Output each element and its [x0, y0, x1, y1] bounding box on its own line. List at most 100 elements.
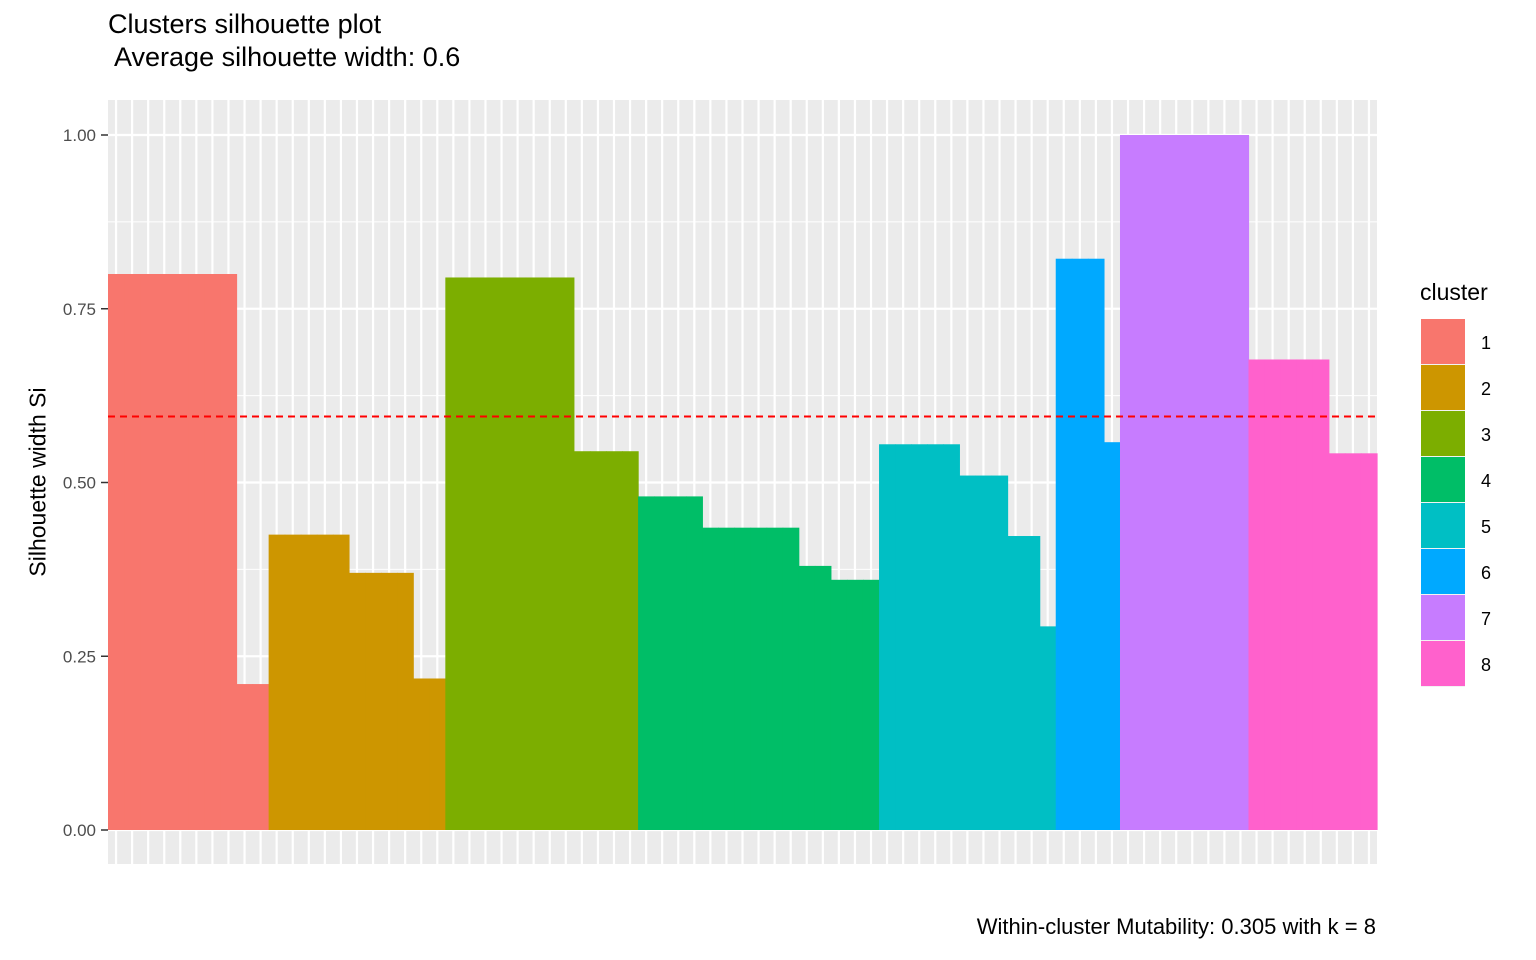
bar-cluster-5	[927, 444, 944, 830]
bar-cluster-3	[541, 277, 559, 831]
bar-cluster-7	[1119, 135, 1137, 830]
bar-cluster-1	[172, 274, 189, 830]
bar-cluster-2	[365, 572, 382, 830]
y-tick-label: 0.25	[63, 647, 96, 666]
bar-cluster-5	[959, 475, 977, 830]
bar-cluster-5	[1023, 536, 1041, 830]
bar-cluster-8	[1280, 359, 1298, 830]
bar-cluster-3	[445, 277, 462, 831]
legend-swatch-8	[1421, 641, 1465, 686]
bar-cluster-2	[429, 678, 446, 830]
bar-cluster-5	[911, 444, 928, 830]
bar-cluster-5	[1039, 626, 1057, 830]
bar-cluster-3	[461, 277, 479, 831]
bar-cluster-8	[1344, 453, 1362, 830]
legend-title: cluster	[1420, 279, 1488, 305]
bar-cluster-4	[814, 565, 832, 830]
bar-cluster-1	[204, 274, 222, 830]
bar-cluster-8	[1296, 359, 1314, 830]
bar-cluster-3	[477, 277, 495, 831]
bar-cluster-7	[1152, 135, 1169, 830]
bar-cluster-2	[348, 572, 366, 830]
bar-cluster-7	[1216, 135, 1234, 830]
bar-cluster-4	[830, 579, 848, 830]
bar-cluster-5	[879, 444, 896, 830]
bar-cluster-5	[975, 475, 993, 830]
chart-title: Clusters silhouette plot Average silhoue…	[108, 8, 460, 74]
bar-cluster-7	[1200, 135, 1217, 830]
bar-cluster-5	[991, 475, 1009, 830]
bar-cluster-3	[509, 277, 527, 831]
bar-cluster-4	[750, 527, 768, 830]
legend-swatch-3	[1421, 411, 1465, 456]
bar-cluster-3	[557, 277, 575, 831]
legend-label-3: 3	[1481, 425, 1491, 445]
bar-cluster-2	[300, 534, 318, 830]
chart-title-main: Clusters silhouette plot	[108, 9, 382, 39]
bar-cluster-5	[943, 444, 960, 830]
bar-cluster-3	[622, 451, 639, 830]
bar-cluster-5	[895, 444, 912, 830]
legend-label-7: 7	[1481, 609, 1491, 629]
legend-label-8: 8	[1481, 655, 1491, 675]
bar-cluster-6	[1087, 258, 1105, 831]
bar-cluster-4	[798, 565, 816, 830]
bar-cluster-8	[1360, 453, 1378, 830]
bar-cluster-4	[638, 496, 655, 830]
bar-cluster-3	[493, 277, 511, 831]
bar-cluster-2	[284, 534, 302, 830]
bar-cluster-5	[1007, 536, 1025, 830]
bar-cluster-4	[734, 527, 752, 830]
bar-cluster-2	[316, 534, 334, 830]
bar-cluster-4	[718, 527, 736, 830]
bar-cluster-8	[1312, 359, 1330, 830]
bar-cluster-8	[1248, 359, 1266, 830]
bar-cluster-4	[862, 579, 880, 830]
legend-swatch-2	[1421, 365, 1465, 410]
bar-cluster-7	[1136, 135, 1153, 830]
legend-swatch-1	[1421, 319, 1465, 364]
legend-swatch-6	[1421, 549, 1465, 594]
bar-cluster-4	[654, 496, 671, 830]
chart-caption: Within-cluster Mutability: 0.305 with k …	[976, 914, 1376, 939]
bar-cluster-1	[252, 684, 270, 830]
bar-cluster-6	[1103, 442, 1121, 830]
y-tick-label: 0.00	[63, 821, 96, 840]
bar-cluster-3	[525, 277, 543, 831]
bar-cluster-7	[1232, 135, 1250, 830]
y-axis: 0.00 0.25 0.50 0.75 1.00	[63, 126, 108, 840]
bar-cluster-3	[573, 451, 591, 830]
legend-label-1: 1	[1481, 333, 1491, 353]
legend-label-5: 5	[1481, 517, 1491, 537]
y-tick-label: 0.50	[63, 474, 96, 493]
bar-cluster-3	[589, 451, 607, 830]
bar-cluster-4	[782, 527, 800, 830]
bar-cluster-7	[1184, 135, 1201, 830]
bar-cluster-6	[1071, 258, 1089, 831]
legend-swatch-5	[1421, 503, 1465, 548]
bar-cluster-1	[124, 274, 141, 830]
bar-cluster-4	[766, 527, 784, 830]
bar-cluster-2	[381, 572, 398, 830]
bar-cluster-4	[670, 496, 687, 830]
legend-label-2: 2	[1481, 379, 1491, 399]
bar-cluster-1	[140, 274, 157, 830]
bar-cluster-4	[846, 579, 864, 830]
bar-cluster-4	[702, 527, 720, 830]
bar-cluster-8	[1264, 359, 1282, 830]
legend-label-4: 4	[1481, 471, 1491, 491]
legend: cluster 1 2 3 4 5 6 7 8	[1420, 279, 1491, 687]
bar-cluster-2	[413, 678, 430, 830]
bar-cluster-1	[156, 274, 173, 830]
legend-swatch-4	[1421, 457, 1465, 502]
bar-cluster-1	[108, 274, 125, 830]
bar-cluster-2	[397, 572, 414, 830]
bar-cluster-2	[268, 534, 286, 830]
bar-cluster-1	[220, 274, 238, 830]
bar-cluster-1	[236, 684, 254, 830]
bar-cluster-6	[1055, 258, 1073, 831]
legend-label-6: 6	[1481, 563, 1491, 583]
chart-subtitle: Average silhouette width: 0.6	[108, 42, 461, 72]
bar-cluster-7	[1168, 135, 1185, 830]
